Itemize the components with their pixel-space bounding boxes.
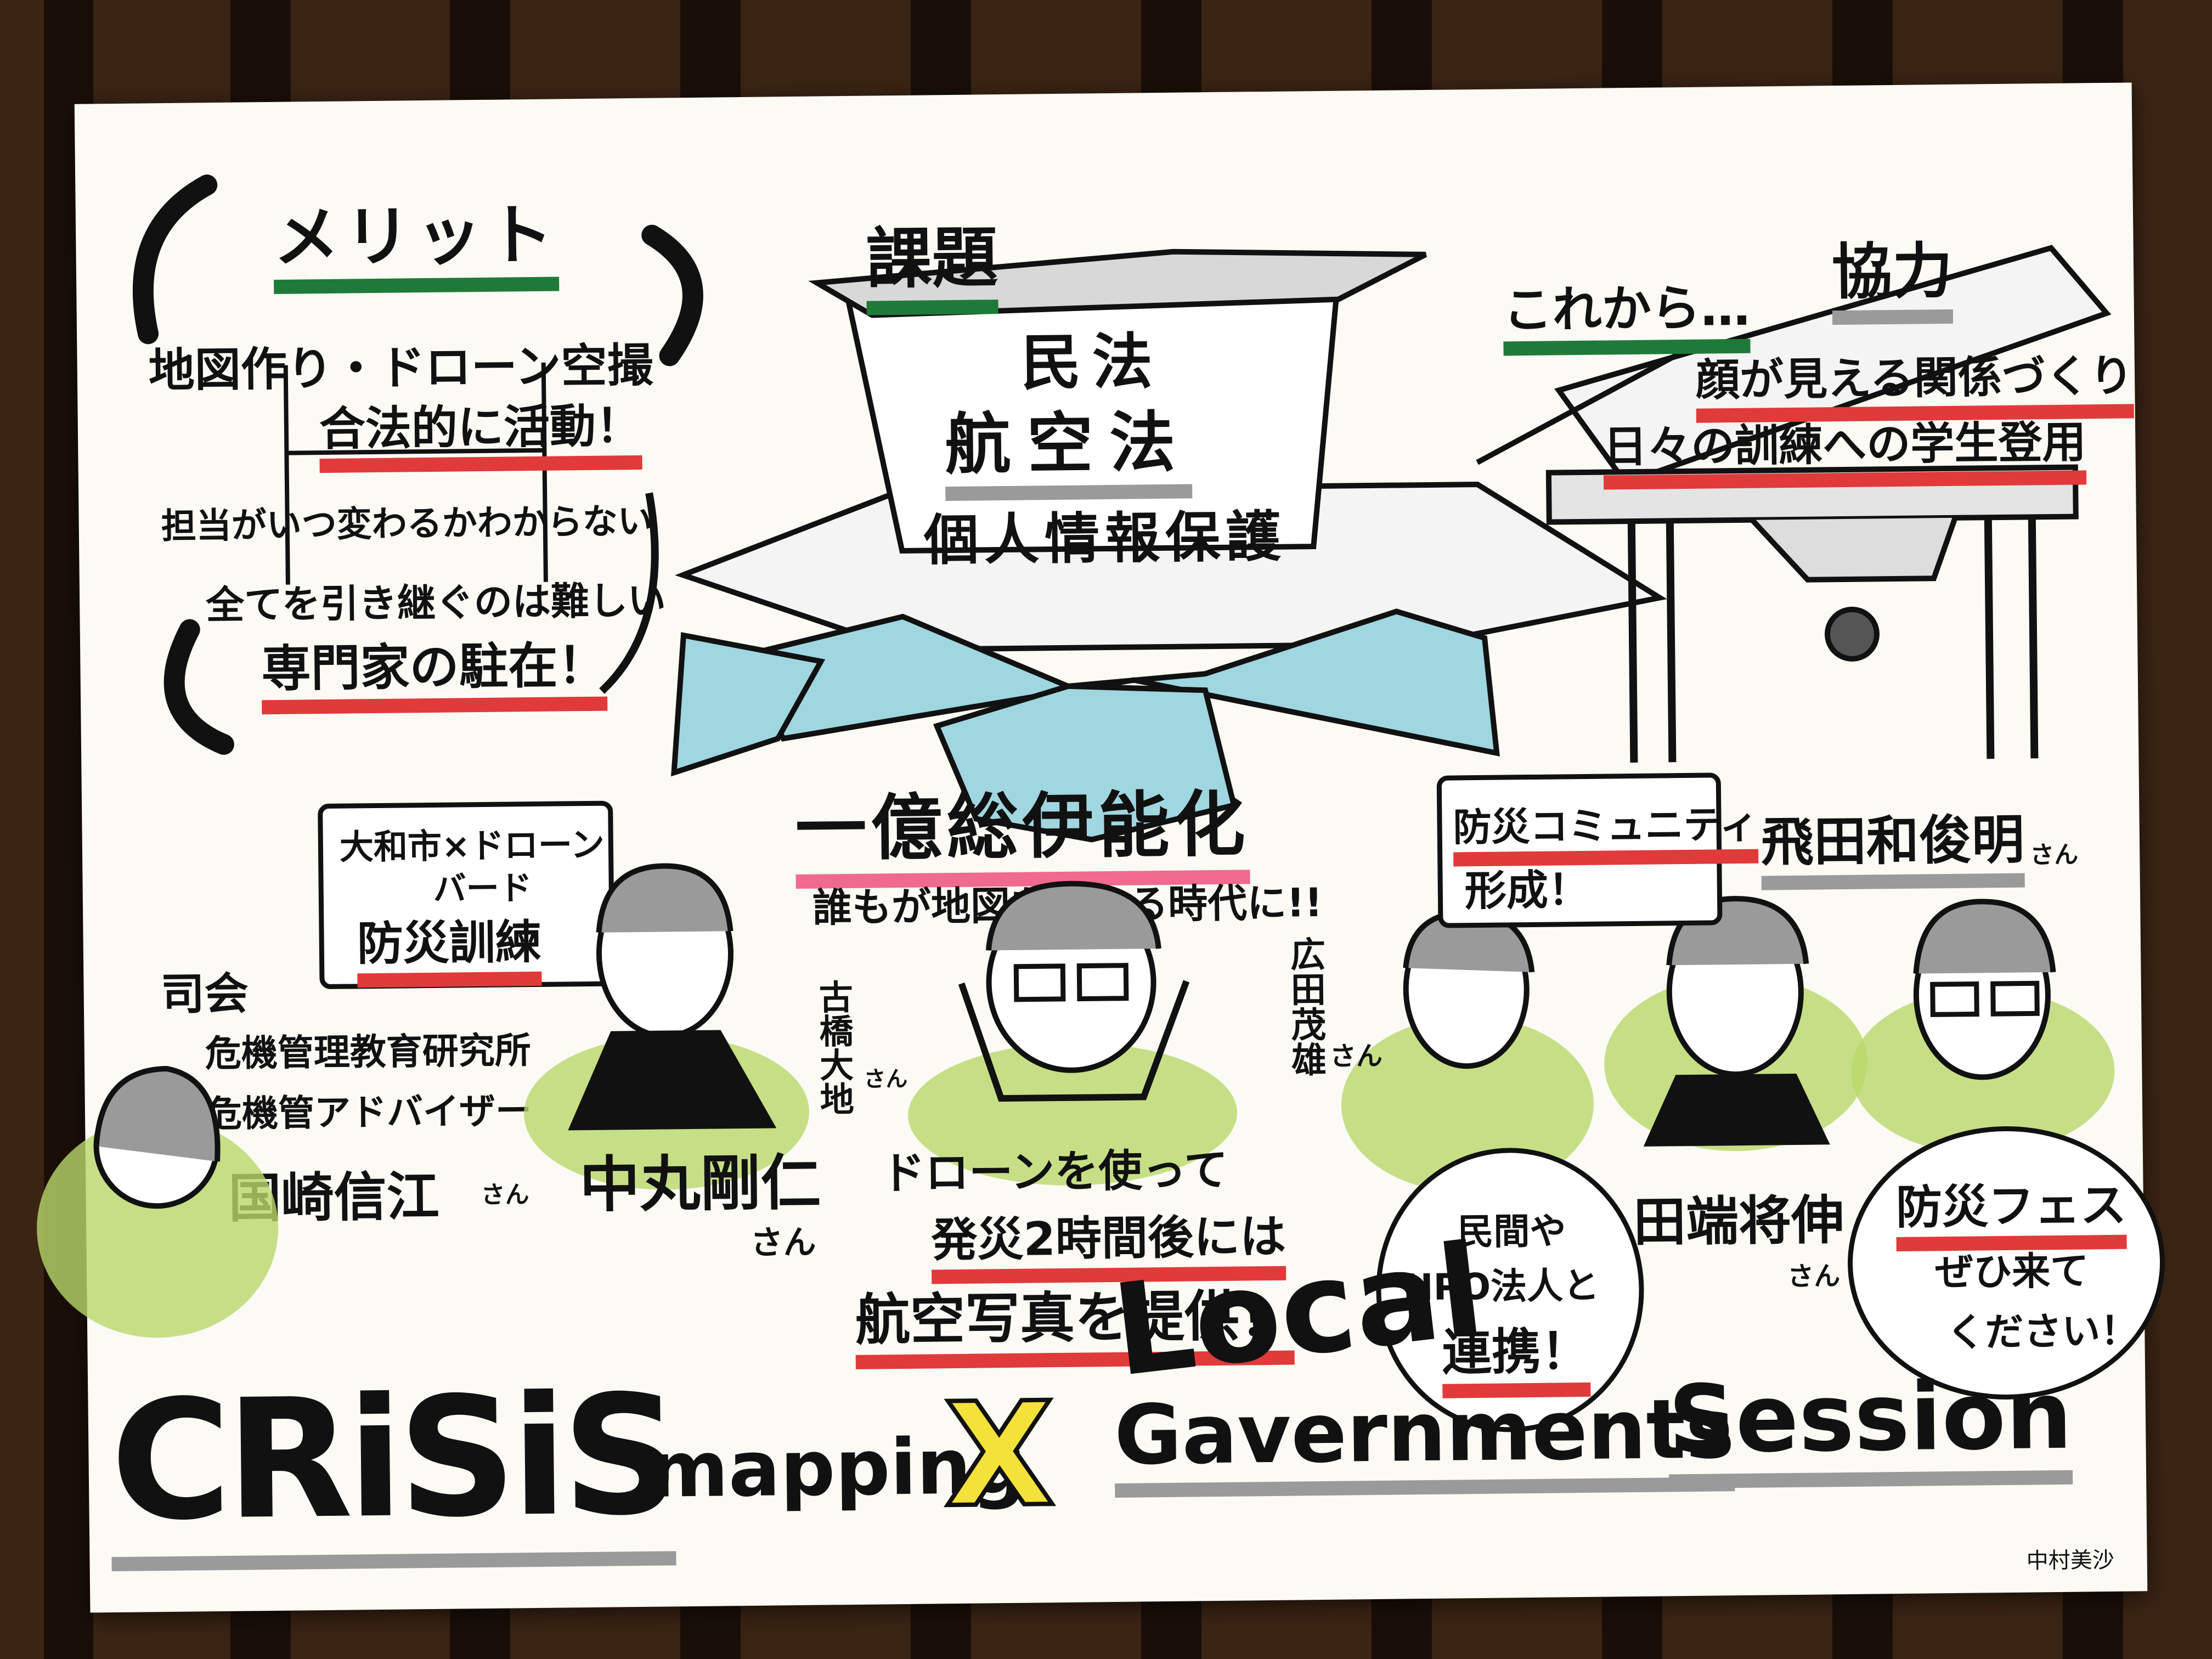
nakamaru-name: 中丸剛仁: [579, 1147, 822, 1221]
tabata-honorific: さん: [1787, 1261, 1841, 1293]
furuhashi-name: 古橋大地: [812, 979, 855, 1116]
hida-honorific: さん: [2029, 840, 2079, 870]
hirota-honorific: さん: [1329, 1040, 1383, 1072]
title-crisis: CRiSiS: [109, 1359, 676, 1572]
merit-frame-drawing: [132, 174, 703, 755]
title-session: Session: [1667, 1361, 2073, 1489]
graduation-hat-drawing: [671, 249, 1667, 843]
hirota-name: 広田茂雄: [1284, 935, 1327, 1077]
people-drawings: [37, 863, 2115, 1338]
title-x: X: [941, 1370, 1058, 1541]
community-line1: 防災コミュニティ: [1453, 793, 1759, 867]
graphic-recording-poster: メリット 地図作り・ドローン空撮 合法的に活動！ 担当がいつ変わるかわからない …: [37, 82, 2166, 1613]
nakamaru-label-group: 中丸剛仁 さん: [562, 1127, 871, 1295]
nakamaru-honorific: さん: [750, 1223, 816, 1262]
fest-line2: ぜひ来て: [1934, 1248, 2089, 1295]
fest-line3: ください！: [1946, 1308, 2139, 1356]
furuhashi-honorific: さん: [864, 1066, 908, 1092]
fest-line1: 防災フェス: [1895, 1168, 2127, 1252]
title-governments: Gavernments: [1114, 1381, 1735, 1498]
community-line2: 形成！: [1464, 865, 1590, 916]
community-speech-bubble: 防災コミュニティ 形成！: [1436, 772, 1759, 928]
tabata-name: 田端将伸: [1633, 1189, 1844, 1254]
artist-signature: 中村美沙: [2026, 1547, 2114, 1574]
drone-quote-line1: ドローンを使って: [881, 1144, 1228, 1199]
hida-name: 飛田和俊明: [1760, 797, 2025, 890]
desk-drawing: [1476, 245, 2112, 763]
